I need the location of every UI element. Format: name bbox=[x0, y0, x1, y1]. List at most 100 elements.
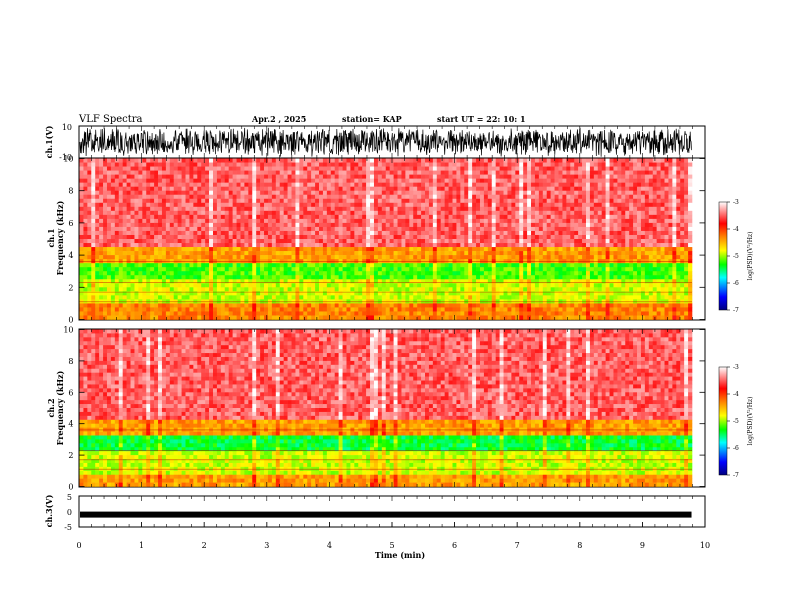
spectrogram-cell bbox=[79, 190, 84, 196]
spectrogram-cell bbox=[267, 271, 273, 276]
spectrogram-cell bbox=[205, 210, 210, 216]
spectrogram-cell bbox=[499, 226, 504, 232]
spectrogram-cell bbox=[421, 170, 426, 175]
spectrogram-cell bbox=[550, 247, 555, 252]
spectrogram-cell bbox=[464, 186, 469, 192]
spectrogram-cell bbox=[409, 170, 414, 175]
spectrogram-cell bbox=[161, 283, 167, 288]
spectrogram-cell bbox=[538, 218, 544, 224]
spectrogram-cell bbox=[381, 158, 387, 163]
spectrogram-cell bbox=[511, 202, 516, 208]
spectrogram-cell bbox=[558, 194, 563, 200]
spectrogram-cell bbox=[303, 182, 308, 187]
spectrogram-cell bbox=[295, 251, 300, 256]
spectrogram-cell bbox=[409, 190, 414, 196]
spectrogram-cell bbox=[381, 166, 387, 171]
spectrogram-cell bbox=[173, 307, 178, 312]
spectrogram-cell bbox=[511, 251, 516, 256]
spectrogram-cell bbox=[212, 186, 218, 192]
spectrogram-cell bbox=[161, 247, 167, 252]
spectrogram-cell bbox=[181, 315, 186, 320]
spectrogram-cell bbox=[483, 178, 489, 183]
spectrogram-cell bbox=[444, 239, 449, 244]
spectrogram-cell bbox=[99, 283, 104, 288]
spectrogram-cell bbox=[397, 287, 402, 292]
spectrogram-cell bbox=[173, 275, 178, 280]
spectrogram-cell bbox=[154, 158, 159, 163]
spectrogram-cell bbox=[350, 247, 355, 252]
spectrogram-cell bbox=[546, 239, 551, 244]
spectrogram-cell bbox=[487, 279, 493, 284]
spectrogram-cell bbox=[240, 174, 245, 179]
spectrogram-cell bbox=[456, 222, 461, 228]
spectrogram-cell bbox=[319, 214, 324, 220]
spectrogram-cell bbox=[99, 230, 104, 236]
spectrogram-cell bbox=[558, 162, 563, 167]
spectrogram-cell bbox=[542, 283, 548, 288]
spectrogram-cell bbox=[503, 247, 508, 252]
spectrogram-cell bbox=[224, 247, 229, 252]
spectrogram-cell bbox=[303, 162, 308, 167]
spectrogram-cell bbox=[511, 307, 516, 312]
spectrogram-cell bbox=[409, 279, 414, 284]
spectrogram-cell bbox=[385, 158, 390, 163]
spectrogram-cell bbox=[118, 206, 123, 212]
spectrogram-cell bbox=[87, 194, 92, 200]
spectrogram-cell bbox=[185, 291, 190, 296]
spectrogram-cell bbox=[460, 311, 465, 316]
spectrogram-cell bbox=[181, 239, 186, 244]
spectrogram-cell bbox=[311, 182, 316, 187]
spectrogram-cell bbox=[397, 190, 402, 196]
spectrogram-cell bbox=[432, 247, 438, 252]
spectrogram-cell bbox=[260, 255, 265, 260]
spectrogram-cell bbox=[322, 315, 328, 320]
spectrogram-cell bbox=[389, 291, 394, 296]
spectrogram-cell bbox=[91, 234, 96, 240]
spectrogram-cell bbox=[177, 283, 182, 288]
spectrogram-cell bbox=[197, 162, 202, 167]
spectrogram-cell bbox=[299, 222, 304, 228]
spectrogram-cell bbox=[507, 178, 512, 183]
spectrogram-cell bbox=[209, 311, 214, 316]
spectrogram-cell bbox=[460, 243, 465, 248]
spectrogram-cell bbox=[91, 251, 96, 256]
spectrogram-cell bbox=[507, 295, 512, 300]
spectrogram-cell bbox=[452, 170, 457, 175]
spectrogram-cell bbox=[299, 186, 304, 192]
spectrogram-cell bbox=[228, 202, 233, 208]
spectrogram-cell bbox=[193, 239, 198, 244]
spectrogram-cell bbox=[260, 287, 265, 292]
spectrogram-cell bbox=[373, 198, 379, 204]
spectrogram-cell bbox=[228, 251, 233, 256]
spectrogram-cell bbox=[401, 243, 406, 248]
spectrogram-cell bbox=[220, 158, 226, 163]
spectrogram-cell bbox=[319, 291, 324, 296]
spectrogram-cell bbox=[244, 243, 249, 248]
spectrogram-cell bbox=[405, 178, 410, 183]
spectrogram-cell bbox=[197, 239, 202, 244]
spectrogram-cell bbox=[165, 218, 171, 224]
spectrogram-cell bbox=[503, 234, 508, 240]
spectrogram-cell bbox=[252, 162, 257, 167]
spectrogram-cell bbox=[476, 315, 481, 320]
spectrogram-cell bbox=[126, 271, 131, 276]
spectrogram-cell bbox=[319, 255, 324, 260]
spectrogram-cell bbox=[126, 295, 131, 300]
spectrogram-cell bbox=[330, 218, 336, 224]
spectrogram-cell bbox=[224, 226, 229, 232]
spectrogram-cell bbox=[216, 247, 222, 252]
spectrogram-cell bbox=[103, 202, 108, 208]
spectrogram-cell bbox=[491, 230, 496, 236]
spectrogram-cell bbox=[499, 166, 504, 171]
spectrogram-cell bbox=[216, 311, 222, 316]
spectrogram-cell bbox=[185, 230, 190, 236]
spectrogram-cell bbox=[150, 174, 155, 179]
spectrogram-cell bbox=[315, 267, 320, 272]
spectrogram-cell bbox=[244, 198, 249, 204]
spectrogram-cell bbox=[425, 198, 430, 204]
spectrogram-cell bbox=[311, 202, 316, 208]
spectrogram-cell bbox=[432, 158, 438, 163]
spectrogram-cell bbox=[138, 287, 143, 292]
spectrogram-cell bbox=[523, 267, 528, 272]
spectrogram-cell bbox=[389, 206, 394, 212]
